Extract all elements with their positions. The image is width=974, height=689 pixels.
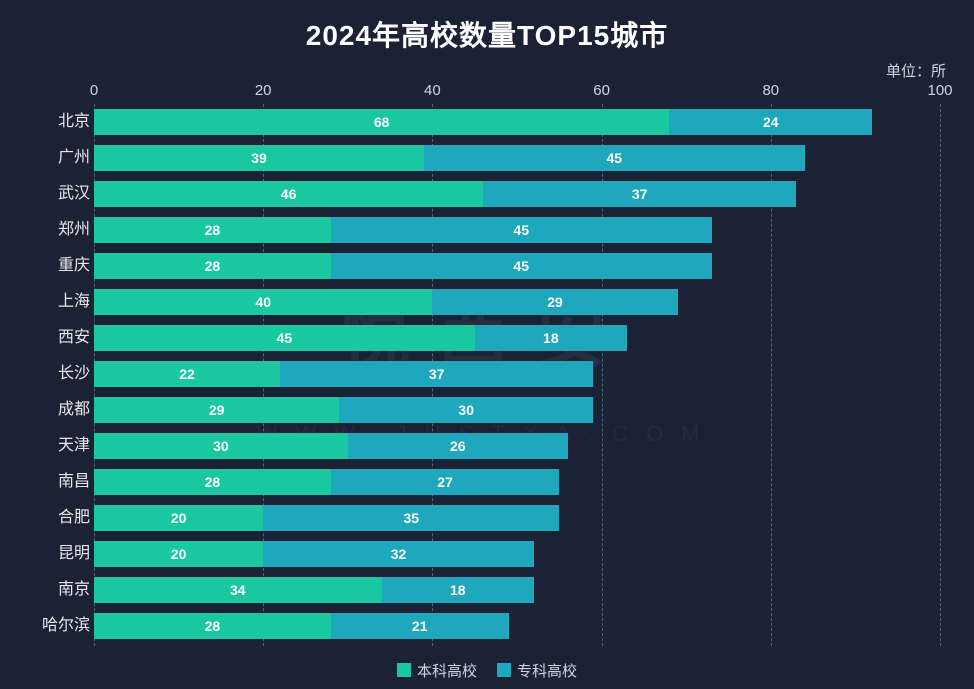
bar-segment-benke: 29	[94, 397, 339, 422]
bar-segment-benke: 28	[94, 217, 331, 242]
bar-row: 北京6824	[94, 104, 940, 140]
bar-row: 成都2930	[94, 392, 940, 428]
stacked-bar: 2827	[94, 469, 559, 494]
category-label: 合肥	[36, 500, 90, 536]
stacked-bar: 4518	[94, 325, 627, 350]
stacked-bar: 2821	[94, 613, 509, 638]
chart-title: 2024年高校数量TOP15城市	[0, 0, 974, 54]
bar-segment-zhuanke: 24	[669, 109, 872, 134]
bar-row: 合肥2035	[94, 500, 940, 536]
bar-row: 西安4518	[94, 320, 940, 356]
bar-segment-benke: 30	[94, 433, 348, 458]
category-label: 郑州	[36, 212, 90, 248]
stacked-bar: 3026	[94, 433, 568, 458]
plot-area: 北京6824广州3945武汉4637郑州2845重庆2845上海4029西安45…	[94, 104, 940, 646]
bar-row: 武汉4637	[94, 176, 940, 212]
bar-segment-benke: 39	[94, 145, 424, 170]
category-label: 成都	[36, 392, 90, 428]
bar-segment-benke: 22	[94, 361, 280, 386]
stacked-bar: 2237	[94, 361, 593, 386]
legend-swatch	[397, 663, 411, 677]
bar-segment-zhuanke: 29	[432, 289, 677, 314]
bar-segment-benke: 20	[94, 541, 263, 566]
stacked-bar: 3945	[94, 145, 805, 170]
bar-segment-zhuanke: 37	[483, 181, 796, 206]
bar-segment-benke: 40	[94, 289, 432, 314]
stacked-bar: 2032	[94, 541, 534, 566]
category-label: 北京	[36, 104, 90, 140]
bar-segment-benke: 34	[94, 577, 382, 602]
category-label: 昆明	[36, 536, 90, 572]
legend: 本科高校 专科高校	[0, 660, 974, 682]
bar-segment-zhuanke: 21	[331, 613, 509, 638]
category-label: 广州	[36, 140, 90, 176]
bar-row: 南京3418	[94, 572, 940, 608]
x-axis-tick-label: 0	[90, 82, 98, 99]
x-axis-tick-label: 80	[762, 82, 779, 99]
bar-row: 上海4029	[94, 284, 940, 320]
bar-segment-benke: 68	[94, 109, 669, 134]
category-label: 南京	[36, 572, 90, 608]
bar-row: 天津3026	[94, 428, 940, 464]
bar-segment-benke: 28	[94, 469, 331, 494]
category-label: 西安	[36, 320, 90, 356]
category-label: 上海	[36, 284, 90, 320]
bar-segment-zhuanke: 18	[475, 325, 627, 350]
bar-segment-benke: 20	[94, 505, 263, 530]
bar-segment-zhuanke: 45	[424, 145, 805, 170]
unit-label: 单位：所	[886, 60, 946, 81]
category-label: 哈尔滨	[36, 608, 90, 644]
stacked-bar: 6824	[94, 109, 872, 134]
x-axis-tick-label: 20	[255, 82, 272, 99]
stacked-bar: 2845	[94, 217, 712, 242]
stacked-bar: 2845	[94, 253, 712, 278]
x-axis-tick-label: 60	[593, 82, 610, 99]
category-label: 武汉	[36, 176, 90, 212]
x-axis-tick-label: 100	[927, 82, 952, 99]
legend-swatch	[497, 663, 511, 677]
bar-segment-zhuanke: 18	[382, 577, 534, 602]
x-axis-labels: 020406080100	[94, 82, 940, 104]
bar-segment-benke: 46	[94, 181, 483, 206]
stacked-bar: 4637	[94, 181, 796, 206]
bar-segment-zhuanke: 30	[339, 397, 593, 422]
gridline	[940, 104, 941, 646]
stacked-bar: 2035	[94, 505, 559, 530]
category-label: 重庆	[36, 248, 90, 284]
bar-row: 哈尔滨2821	[94, 608, 940, 644]
bar-segment-zhuanke: 45	[331, 253, 712, 278]
category-label: 南昌	[36, 464, 90, 500]
legend-label: 专科高校	[517, 660, 577, 681]
bar-row: 重庆2845	[94, 248, 940, 284]
bar-segment-zhuanke: 37	[280, 361, 593, 386]
legend-item: 本科高校	[397, 660, 477, 681]
stacked-bar: 4029	[94, 289, 678, 314]
legend-label: 本科高校	[417, 660, 477, 681]
category-label: 天津	[36, 428, 90, 464]
bar-segment-benke: 28	[94, 253, 331, 278]
bar-row: 长沙2237	[94, 356, 940, 392]
bar-segment-zhuanke: 27	[331, 469, 559, 494]
bar-row: 广州3945	[94, 140, 940, 176]
bar-segment-benke: 28	[94, 613, 331, 638]
bar-segment-zhuanke: 35	[263, 505, 559, 530]
bar-segment-zhuanke: 26	[348, 433, 568, 458]
chart-area: 020406080100 北京6824广州3945武汉4637郑州2845重庆2…	[36, 82, 946, 646]
legend-item: 专科高校	[497, 660, 577, 681]
stacked-bar: 2930	[94, 397, 593, 422]
category-label: 长沙	[36, 356, 90, 392]
bar-segment-benke: 45	[94, 325, 475, 350]
bar-segment-zhuanke: 45	[331, 217, 712, 242]
bar-segment-zhuanke: 32	[263, 541, 534, 566]
bar-row: 南昌2827	[94, 464, 940, 500]
bar-row: 郑州2845	[94, 212, 940, 248]
stacked-bar: 3418	[94, 577, 534, 602]
bar-row: 昆明2032	[94, 536, 940, 572]
x-axis-tick-label: 40	[424, 82, 441, 99]
